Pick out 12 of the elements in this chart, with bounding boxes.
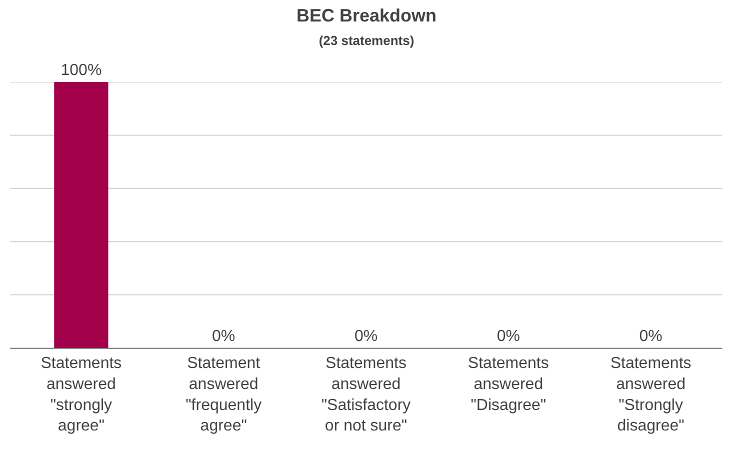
x-tick-label: Statement answered "frequently agree" [186, 355, 262, 435]
x-tick-label: Statements answered "Satisfactory or not sure" [321, 355, 411, 435]
data-label: 100% [60, 62, 102, 79]
data-label: 0% [354, 328, 378, 345]
data-label: 0% [639, 328, 662, 345]
data-label: 0% [212, 328, 236, 345]
x-tick-label: Statements answered "strongly agree" [40, 355, 122, 435]
x-tick-label: Statements answered "Strongly disagree" [610, 355, 692, 435]
chart-subtitle: (23 statements) [318, 33, 414, 48]
chart-title: BEC Breakdown [296, 6, 437, 26]
data-label: 0% [496, 328, 520, 345]
x-tick-label: Statements answered "Disagree" [468, 355, 549, 414]
